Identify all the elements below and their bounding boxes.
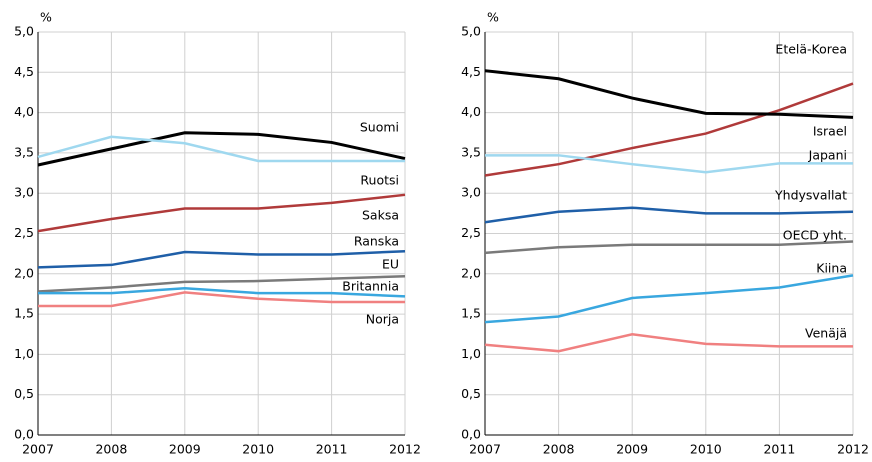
x-tick-label: 2011 (316, 442, 348, 457)
y-tick-label: 3,5 (461, 144, 481, 159)
series-label: OECD yht. (783, 228, 847, 243)
x-tick-label: 2010 (242, 442, 274, 457)
y-axis-label: % (40, 10, 52, 25)
y-tick-label: 0,0 (461, 427, 481, 442)
line (484, 332, 853, 353)
y-tick-label: 2,5 (14, 225, 34, 240)
series-label: Ruotsi (360, 173, 399, 188)
series-label: Japani (808, 148, 847, 163)
line (484, 240, 854, 255)
x-tick-label: 2009 (616, 442, 648, 457)
x-tick-label: 2008 (543, 442, 575, 457)
line (484, 274, 854, 324)
y-tick-label: 1,0 (461, 346, 481, 361)
y-tick-label: 1,5 (461, 306, 481, 321)
series-label: Venäjä (805, 326, 847, 341)
x-tick-label: 2008 (95, 442, 127, 457)
x-tick-label: 2012 (837, 442, 869, 457)
series-label: Israel (813, 124, 847, 139)
y-tick-label: 4,5 (14, 64, 34, 79)
line (484, 69, 854, 119)
line (37, 249, 406, 269)
y-tick-label: 0,5 (14, 386, 34, 401)
x-tick-label: 2010 (690, 442, 722, 457)
line (38, 291, 405, 308)
x-tick-label: 2007 (469, 442, 501, 457)
y-tick-label: 3,0 (14, 185, 34, 200)
y-tick-label: 5,0 (461, 24, 481, 39)
y-tick-label: 1,0 (14, 346, 34, 361)
y-tick-label: 4,0 (461, 104, 481, 119)
y-tick-label: 2,0 (14, 265, 34, 280)
line (485, 154, 853, 174)
line (37, 131, 406, 167)
line (484, 82, 854, 177)
x-tick-label: 2009 (169, 442, 201, 457)
line (38, 287, 406, 298)
y-tick-label: 5,0 (14, 24, 34, 39)
y-tick-label: 2,5 (461, 225, 481, 240)
x-tick-label: 2007 (22, 442, 54, 457)
y-tick-label: 0,0 (14, 427, 34, 442)
series-label: Suomi (360, 120, 399, 135)
line (37, 274, 406, 293)
y-tick-label: 3,0 (461, 185, 481, 200)
series-label: Yhdysvallat (774, 188, 847, 203)
series-label: Etelä-Korea (775, 42, 847, 57)
y-tick-label: 2,0 (461, 265, 481, 280)
line (484, 206, 854, 224)
y-tick-label: 4,5 (461, 64, 481, 79)
y-tick-label: 4,0 (14, 104, 34, 119)
y-tick-label: 3,5 (14, 144, 34, 159)
y-tick-label: 1,5 (14, 306, 34, 321)
y-axis-label: % (487, 10, 499, 25)
series-label: Ranska (354, 234, 399, 249)
x-tick-label: 2012 (389, 442, 421, 457)
series-label: Kiina (816, 261, 847, 276)
line (37, 193, 406, 233)
series-label: Saksa (362, 208, 399, 223)
series-label: Britannia (342, 279, 399, 294)
series-label: Norja (366, 312, 399, 327)
series-label: EU (382, 257, 399, 272)
line (37, 135, 405, 163)
y-tick-label: 0,5 (461, 386, 481, 401)
x-tick-label: 2011 (763, 442, 795, 457)
